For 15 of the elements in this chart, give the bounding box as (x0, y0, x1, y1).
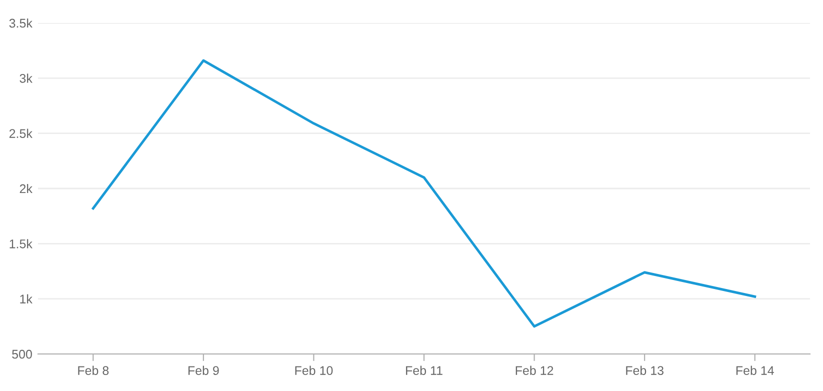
y-tick-label: 2.5k (9, 128, 32, 138)
y-tick-label: 1k (20, 294, 32, 304)
x-tick-label: Feb 10 (295, 366, 333, 375)
x-tick-label: Feb 11 (406, 366, 442, 375)
x-tick-label: Feb 13 (626, 366, 664, 375)
y-tick-label: 3.5k (9, 18, 32, 28)
y-tick-label: 1.5k (10, 239, 32, 248)
y-tick-label: 2k (20, 184, 32, 194)
y-tick-label: 500 (12, 350, 32, 359)
x-tick-label: Feb 9 (188, 366, 219, 375)
x-tick-label: Feb 8 (78, 366, 109, 375)
x-tick-label: Feb 14 (736, 366, 774, 375)
line-series (92, 59, 756, 328)
y-tick-label: 3k (20, 74, 32, 83)
x-tick-label: Feb 12 (516, 366, 554, 375)
